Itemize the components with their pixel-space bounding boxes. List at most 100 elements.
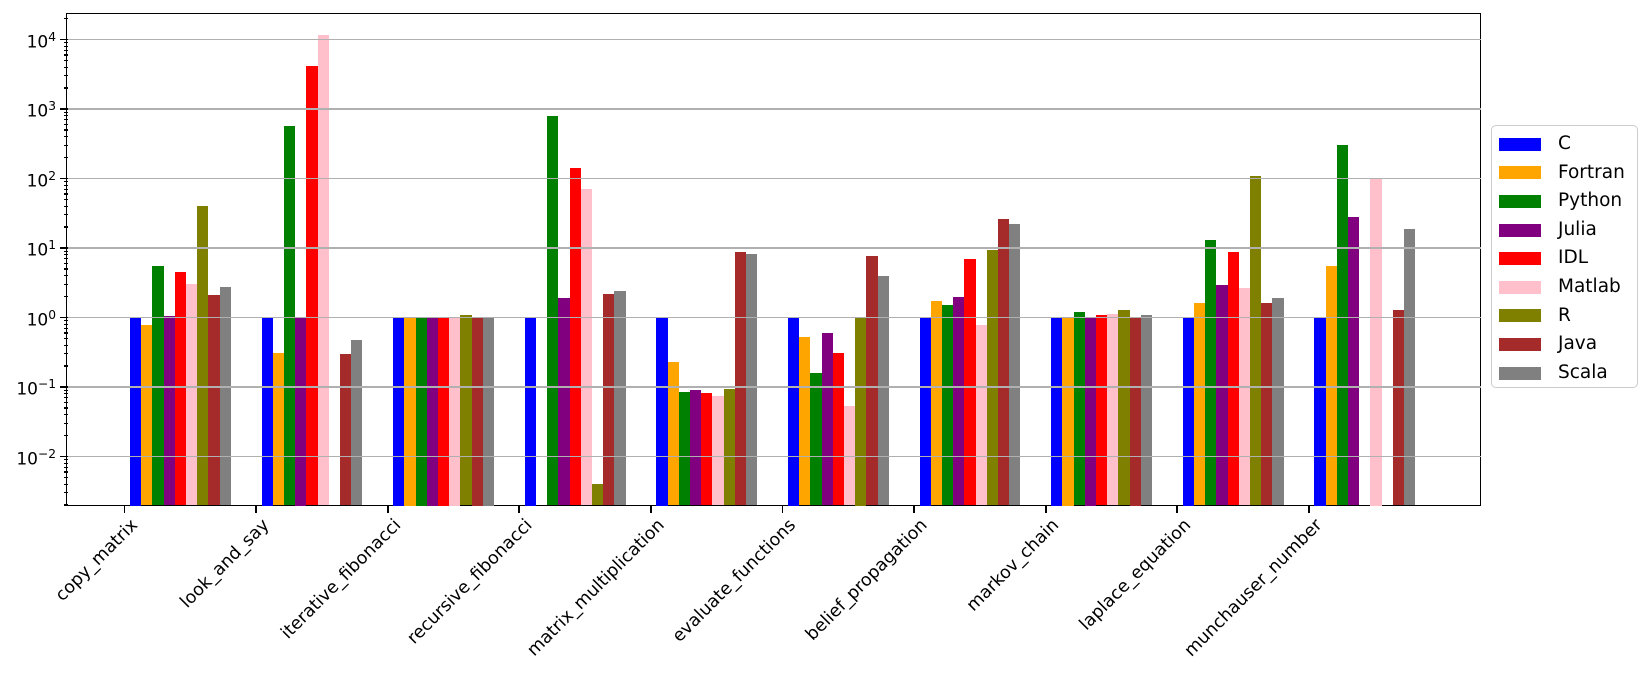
y-minor-tick <box>63 250 68 252</box>
x-category-label-evaluate_functions: evaluate_functions <box>668 514 800 646</box>
bar-munchauser_number-fortran <box>1325 266 1337 506</box>
bar-iterative_fibonacci-matlab <box>449 317 461 506</box>
y-minor-tick <box>63 144 68 146</box>
bar-matrix_multiplication-matlab <box>712 396 724 506</box>
bar-look_and_say-scala <box>351 339 363 506</box>
bar-recursive_fibonacci-julia <box>558 298 570 506</box>
y-minor-tick <box>63 42 68 44</box>
bar-look_and_say-c <box>261 317 273 506</box>
y-minor-tick <box>63 459 68 461</box>
x-tick <box>386 505 389 513</box>
bar-copy_matrix-java <box>208 295 220 506</box>
bar-belief_propagation-java <box>998 219 1010 506</box>
bar-recursive_fibonacci-r <box>592 484 604 506</box>
bar-matrix_multiplication-scala <box>746 253 758 506</box>
bar-belief_propagation-scala <box>1009 224 1021 506</box>
bar-munchauser_number-java <box>1392 309 1404 506</box>
bar-iterative_fibonacci-python <box>415 317 427 506</box>
y-minor-tick <box>63 205 68 207</box>
bar-look_and_say-julia <box>295 317 307 506</box>
y-minor-tick <box>63 188 68 190</box>
y-minor-tick <box>63 198 68 200</box>
bar-copy_matrix-python <box>152 265 164 506</box>
y-minor-tick <box>63 275 68 277</box>
y-tick-label: 10−1 <box>16 377 56 400</box>
bar-munchauser_number-scala <box>1404 228 1416 506</box>
bar-markov_chain-python <box>1073 311 1085 506</box>
bar-matrix_multiplication-python <box>678 391 690 506</box>
bar-laplace_equation-julia <box>1216 285 1228 506</box>
legend-swatch-julia <box>1499 223 1541 237</box>
y-tick-label: 10−2 <box>16 446 56 470</box>
y-minor-tick <box>63 327 68 329</box>
x-tick <box>781 505 784 513</box>
bar-evaluate_functions-c <box>788 317 800 506</box>
legend-swatch-matlab <box>1499 280 1541 294</box>
x-tick <box>650 505 652 513</box>
bar-evaluate_functions-r <box>855 317 867 506</box>
gridline-10e0 <box>68 316 1481 319</box>
y-minor-tick <box>63 401 68 403</box>
legend-item-r: R <box>1499 302 1629 331</box>
y-minor-tick <box>63 75 68 77</box>
x-tick <box>255 505 257 513</box>
legend-item-julia: Julia <box>1499 216 1629 245</box>
bar-iterative_fibonacci-r <box>460 314 472 506</box>
y-minor-tick <box>63 262 68 264</box>
y-minor-tick <box>63 389 68 391</box>
bar-belief_propagation-matlab <box>975 324 987 506</box>
bar-belief_propagation-python <box>942 305 954 506</box>
legend-label: R <box>1558 304 1571 326</box>
y-major-tick <box>60 247 68 249</box>
y-minor-tick <box>63 295 68 298</box>
legend: C Fortran Python Julia IDL Matlab R Java Scala <box>1491 125 1638 388</box>
bar-laplace_equation-java <box>1261 303 1273 506</box>
bar-laplace_equation-c <box>1182 317 1194 506</box>
x-category-label-markov_chain: markov_chain <box>962 514 1064 615</box>
y-minor-tick <box>63 504 68 506</box>
bar-laplace_equation-fortran <box>1194 303 1206 506</box>
bar-laplace_equation-scala <box>1272 298 1284 506</box>
y-tick-label: 104 <box>26 29 56 53</box>
y-minor-tick <box>63 332 68 334</box>
bar-munchauser_number-c <box>1314 317 1326 506</box>
y-minor-tick <box>63 397 68 399</box>
y-minor-tick <box>63 184 68 186</box>
y-minor-tick <box>63 49 68 51</box>
legend-item-python: Python <box>1499 187 1629 216</box>
bar-evaluate_functions-python <box>810 372 822 506</box>
legend-swatch-python <box>1499 194 1541 208</box>
legend-label: Matlab <box>1558 276 1621 298</box>
bar-matrix_multiplication-java <box>734 251 746 506</box>
legend-swatch-java <box>1499 337 1541 351</box>
bar-recursive_fibonacci-python <box>547 116 559 506</box>
bar-munchauser_number-python <box>1336 145 1348 506</box>
y-minor-tick <box>63 492 68 494</box>
y-minor-tick <box>63 226 68 228</box>
bar-iterative_fibonacci-scala <box>482 317 494 506</box>
legend-swatch-scala <box>1499 366 1541 380</box>
legend-item-idl: IDL <box>1499 244 1629 273</box>
x-category-label-belief_propagation: belief_propagation <box>802 514 932 645</box>
gridline-10e4 <box>68 38 1481 41</box>
legend-label: Julia <box>1558 218 1597 240</box>
bar-markov_chain-matlab <box>1107 313 1119 506</box>
bar-evaluate_functions-java <box>866 255 878 506</box>
x-category-label-munchauser_number: munchauser_number <box>1180 514 1327 661</box>
legend-label: IDL <box>1558 247 1589 269</box>
y-minor-tick <box>63 414 68 416</box>
y-minor-tick <box>63 365 68 367</box>
bar-matrix_multiplication-r <box>723 389 735 506</box>
x-category-label-recursive_fibonacci: recursive_fibonacci <box>403 514 537 648</box>
bar-evaluate_functions-fortran <box>799 336 811 506</box>
bar-copy_matrix-r <box>197 206 209 506</box>
y-minor-tick <box>63 471 68 473</box>
y-minor-tick <box>63 393 68 395</box>
bar-iterative_fibonacci-java <box>471 317 483 506</box>
y-minor-tick <box>63 119 68 121</box>
y-minor-tick <box>63 434 68 437</box>
x-category-label-iterative_fibonacci: iterative_fibonacci <box>277 514 406 643</box>
y-minor-tick <box>63 462 68 464</box>
bar-recursive_fibonacci-java <box>603 293 615 506</box>
y-minor-tick <box>63 422 68 424</box>
